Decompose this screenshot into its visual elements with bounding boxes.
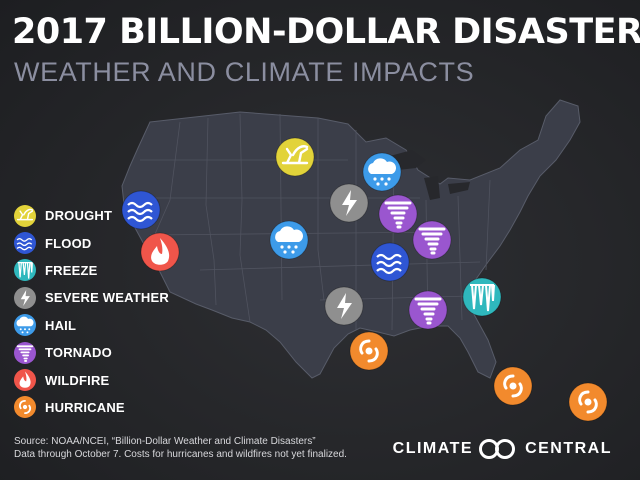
- tornado-icon: [14, 341, 36, 364]
- great-lakes: [390, 150, 470, 200]
- source-note: Source: NOAA/NCEI, “Billion-Dollar Weath…: [14, 436, 347, 461]
- drought-cracked-earth-icon: [14, 204, 36, 227]
- marker-wildfire-5: [140, 232, 180, 272]
- brand-right: CENTRAL: [525, 440, 612, 457]
- marker-flood-4: [121, 190, 161, 230]
- legend-item-tornado: TORNADO: [14, 339, 169, 366]
- state-borders: [138, 113, 491, 331]
- page-title: 2017 BILLION-DOLLAR DISASTERS: [12, 12, 640, 52]
- legend-item-flood: FLOOD: [14, 229, 169, 256]
- flood-waves-icon: [14, 232, 36, 255]
- marker-severe-weather-3: [329, 183, 369, 223]
- legend-label: WILDFIRE: [45, 372, 110, 388]
- event-markers: [121, 137, 608, 422]
- marker-hurricane-14: [493, 366, 533, 406]
- marker-drought-1: [275, 137, 315, 177]
- flame-icon: [14, 369, 36, 392]
- legend-label: DROUGHT: [45, 208, 113, 224]
- marker-hurricane-13: [349, 331, 389, 371]
- climate-central-logo: CLIMATE CENTRAL: [393, 438, 612, 460]
- freeze-icicles-icon: [14, 259, 36, 282]
- marker-flood-9: [370, 242, 410, 282]
- legend-item-freeze: FREEZE: [14, 257, 169, 284]
- marker-hail-2: [362, 152, 402, 192]
- legend-label: FLOOD: [45, 235, 92, 251]
- legend-label: HAIL: [45, 317, 77, 333]
- legend-item-drought: DROUGHT: [14, 202, 169, 229]
- lightning-bolt-icon: [14, 286, 36, 309]
- brand-left: CLIMATE: [392, 440, 474, 457]
- marker-severe-weather-11: [324, 286, 364, 326]
- legend-label: FREEZE: [45, 262, 98, 278]
- legend-label: SEVERE WEATHER: [45, 290, 169, 306]
- source-line-1: Source: NOAA/NCEI, “Billion-Dollar Weath…: [14, 436, 316, 447]
- linked-rings-icon: [479, 438, 519, 460]
- marker-tornado-8: [412, 220, 452, 260]
- legend-item-severe-weather: SEVERE WEATHER: [14, 284, 169, 311]
- source-line-2: Data through October 7. Costs for hurric…: [14, 448, 347, 460]
- legend-label: TORNADO: [45, 345, 112, 361]
- marker-hurricane-15: [568, 382, 608, 422]
- conus-outline: [121, 99, 581, 379]
- marker-freeze-10: [462, 277, 502, 317]
- marker-tornado-7: [378, 194, 418, 234]
- hail-cloud-icon: [14, 314, 36, 337]
- legend-item-wildfire: WILDFIRE: [14, 366, 169, 393]
- us-landmass: [121, 99, 581, 379]
- legend-label: HURRICANE: [45, 399, 125, 415]
- legend-item-hurricane: HURRICANE: [14, 394, 169, 421]
- legend-item-hail: HAIL: [14, 312, 169, 339]
- legend: DROUGHT FLOOD FREEZE SEVERE WEATHER HAIL TORN…: [14, 202, 169, 421]
- hurricane-icon: [14, 396, 36, 419]
- marker-hail-6: [269, 220, 309, 260]
- page-subtitle: WEATHER AND CLIMATE IMPACTS: [14, 57, 475, 87]
- marker-tornado-12: [408, 290, 448, 330]
